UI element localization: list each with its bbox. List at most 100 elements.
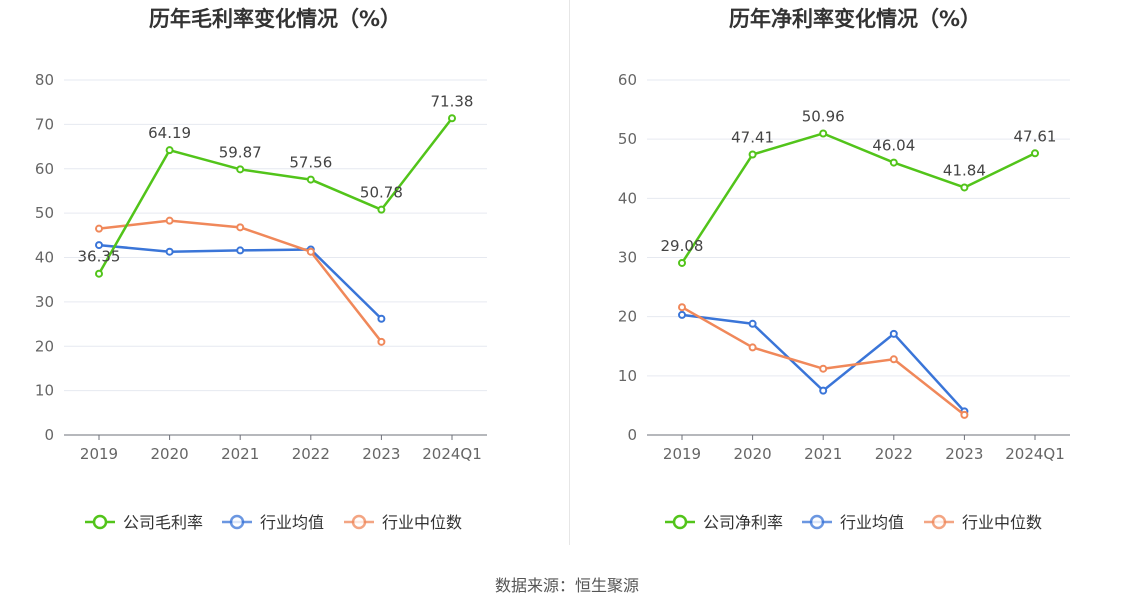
- legend-label: 行业均值: [260, 513, 324, 532]
- chart-title: 历年毛利率变化情况（%）: [149, 7, 401, 31]
- data-point: [236, 223, 245, 232]
- x-tick-label: 2024Q1: [422, 445, 482, 463]
- chart-title: 历年净利率变化情况（%）: [729, 7, 981, 31]
- series-line-2: [98, 243, 383, 320]
- y-tick-label: 0: [627, 426, 637, 444]
- data-point: [889, 355, 898, 364]
- y-tick-label: 20: [618, 308, 637, 326]
- data-point: [819, 129, 828, 138]
- data-point: [236, 165, 245, 174]
- series-line-3: [681, 306, 966, 416]
- data-label: 41.84: [943, 161, 986, 179]
- legend-label: 行业均值: [840, 513, 904, 532]
- data-point: [1031, 149, 1039, 158]
- y-tick-label: 20: [35, 337, 54, 355]
- x-tick-label: 2020: [734, 445, 772, 463]
- legend-marker: [92, 514, 108, 530]
- data-point: [377, 205, 386, 214]
- x-tick-label: 2022: [875, 445, 913, 463]
- data-point: [95, 241, 103, 250]
- data-point: [678, 303, 686, 312]
- series-line-1: [680, 132, 1036, 264]
- data-point: [748, 343, 757, 352]
- legend-item-3: 行业中位数: [344, 513, 462, 532]
- data-point: [165, 146, 174, 155]
- legend-item-1: 公司净利率: [665, 513, 783, 532]
- x-tick-label: 2023: [945, 445, 983, 463]
- data-point: [448, 114, 456, 123]
- data-label: 47.61: [1014, 127, 1057, 145]
- legend-item-2: 行业均值: [222, 513, 324, 532]
- legend-item-2: 行业均值: [802, 513, 904, 532]
- y-tick-label: 30: [618, 249, 637, 267]
- legend-item-1: 公司毛利率: [85, 513, 203, 532]
- chart-panel-1: 历年毛利率变化情况（%） 0 10 20 30 40 50 60 70 80 2019 2020 202…: [35, 7, 487, 532]
- y-tick-label: 10: [618, 367, 637, 385]
- data-point: [748, 150, 757, 159]
- y-tick-label: 50: [35, 204, 54, 222]
- y-tick-label: 60: [618, 71, 637, 89]
- legend-item-3: 行业中位数: [924, 513, 1042, 532]
- data-point: [748, 319, 757, 328]
- data-point: [165, 247, 174, 256]
- series-line-1: [97, 117, 453, 275]
- legend-marker: [672, 514, 688, 530]
- data-point: [377, 337, 386, 346]
- data-point: [95, 269, 103, 278]
- data-point: [889, 329, 898, 338]
- legend-label: 公司毛利率: [123, 513, 203, 532]
- data-label: 59.87: [219, 143, 262, 161]
- y-tick-label: 30: [35, 293, 54, 311]
- legend-marker: [229, 514, 245, 530]
- data-label: 50.96: [802, 107, 845, 125]
- data-point: [306, 247, 315, 256]
- data-point: [819, 364, 828, 373]
- data-point: [889, 158, 898, 167]
- y-tick-label: 40: [35, 249, 54, 267]
- legend-marker: [351, 514, 367, 530]
- source-note: 数据来源：恒生聚源: [494, 576, 639, 595]
- data-point: [678, 310, 686, 319]
- legend-marker: [809, 514, 825, 530]
- data-point: [165, 216, 174, 225]
- data-label: 50.78: [360, 184, 403, 202]
- x-tick-label: 2024Q1: [1005, 445, 1065, 463]
- data-point: [377, 314, 386, 323]
- y-tick-label: 40: [618, 189, 637, 207]
- legend-label: 行业中位数: [382, 513, 462, 532]
- data-label: 71.38: [431, 92, 474, 110]
- legend-marker: [931, 514, 947, 530]
- x-tick-label: 2019: [80, 445, 118, 463]
- data-point: [306, 175, 315, 184]
- data-point: [960, 183, 969, 192]
- y-tick-label: 0: [44, 426, 54, 444]
- legend-label: 公司净利率: [703, 513, 783, 532]
- y-tick-label: 70: [35, 115, 54, 133]
- x-tick-label: 2022: [292, 445, 330, 463]
- data-label: 57.56: [289, 154, 332, 172]
- data-label: 64.19: [148, 124, 191, 142]
- y-tick-label: 10: [35, 382, 54, 400]
- data-point: [236, 246, 245, 255]
- y-tick-label: 50: [618, 130, 637, 148]
- data-point: [960, 410, 969, 419]
- x-tick-label: 2021: [221, 445, 259, 463]
- chart-panel-2: 历年净利率变化情况（%） 0 10 20 30 40 50 60 2019 2020 2021 202…: [618, 7, 1070, 532]
- x-tick-label: 2019: [663, 445, 701, 463]
- data-point: [678, 258, 686, 267]
- series-line-3: [98, 219, 383, 343]
- data-label: 46.04: [872, 137, 915, 155]
- series-line-2: [681, 313, 966, 413]
- x-tick-label: 2021: [804, 445, 842, 463]
- x-tick-label: 2020: [151, 445, 189, 463]
- data-label: 29.08: [661, 237, 704, 255]
- data-point: [819, 386, 828, 395]
- data-point: [95, 224, 103, 233]
- x-tick-label: 2023: [362, 445, 400, 463]
- y-tick-label: 60: [35, 160, 54, 178]
- panel-divider: [569, 0, 570, 545]
- data-label: 47.41: [731, 128, 774, 146]
- legend-label: 行业中位数: [962, 513, 1042, 532]
- data-label: 36.35: [78, 248, 121, 266]
